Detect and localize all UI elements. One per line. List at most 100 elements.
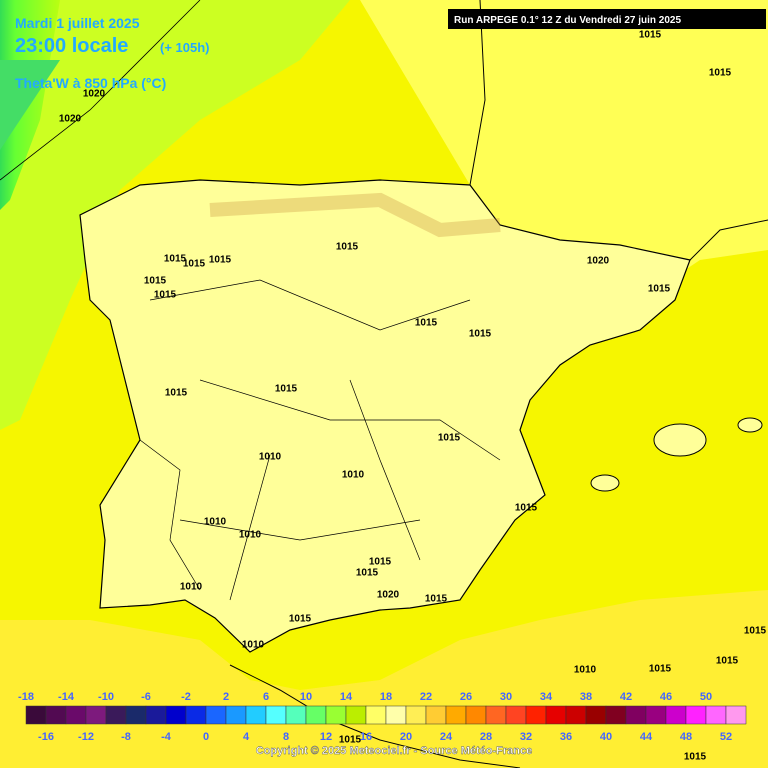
isobar-label: 1015 xyxy=(183,259,206,270)
copyright: Copyright © 2025 Meteociel.fr - Source M… xyxy=(256,745,532,757)
legend-tick: 44 xyxy=(640,731,653,743)
legend-swatch xyxy=(725,705,747,725)
legend-swatch xyxy=(285,705,307,725)
isobar-label: 1015 xyxy=(164,254,187,265)
legend-swatch xyxy=(625,705,647,725)
isobar-label: 1015 xyxy=(154,290,177,301)
legend-tick: 40 xyxy=(600,731,612,743)
legend-swatch xyxy=(45,705,67,725)
legend-swatch xyxy=(105,705,127,725)
legend-tick: 24 xyxy=(440,731,453,743)
legend-tick: 46 xyxy=(660,691,672,703)
legend-swatch xyxy=(125,705,147,725)
coolest-field xyxy=(0,60,60,150)
lead: (+ 105h) xyxy=(160,40,210,55)
legend-tick: 14 xyxy=(340,691,353,703)
legend-swatch xyxy=(665,705,687,725)
mallorca xyxy=(653,423,707,457)
isobar-label: 1015 xyxy=(438,433,461,444)
legend-tick: 10 xyxy=(300,691,312,703)
legend-tick: 32 xyxy=(520,731,532,743)
legend-swatch xyxy=(145,705,167,725)
med-coast xyxy=(689,219,768,261)
legend-swatch xyxy=(405,705,427,725)
ibiza xyxy=(590,474,620,492)
isobar-label: 1015 xyxy=(716,656,739,667)
legend-tick: 8 xyxy=(283,731,289,743)
legend-swatch xyxy=(505,705,527,725)
legend-tick: -10 xyxy=(98,691,114,703)
legend-swatch xyxy=(205,705,227,725)
legend-tick: 38 xyxy=(580,691,592,703)
legend-tick: 52 xyxy=(720,731,732,743)
isobar-label: 1010 xyxy=(239,530,262,541)
isobar-label: 1020 xyxy=(377,590,400,601)
legend-swatch xyxy=(385,705,407,725)
legend-tick: 30 xyxy=(500,691,512,703)
menorca xyxy=(737,417,763,433)
legend-swatch xyxy=(565,705,587,725)
isobar-label: 1015 xyxy=(744,626,767,637)
legend-swatch xyxy=(605,705,627,725)
legend-tick: -4 xyxy=(161,731,172,743)
isobar-label: 1010 xyxy=(242,640,265,651)
isobar-label: 1015 xyxy=(648,284,671,295)
legend-tick: -14 xyxy=(58,691,75,703)
legend-tick: 36 xyxy=(560,731,572,743)
legend-tick: 20 xyxy=(400,731,412,743)
isobar-label: 1015 xyxy=(356,568,379,579)
isobar-label: 1010 xyxy=(180,582,203,593)
isobar-label: 1015 xyxy=(649,664,672,675)
legend-swatch xyxy=(325,705,347,725)
legend-tick: 6 xyxy=(263,691,269,703)
warm-patch xyxy=(209,192,501,238)
legend-swatch xyxy=(65,705,87,725)
legend-swatch xyxy=(265,705,287,725)
isobar-label: 1020 xyxy=(587,256,610,267)
isobar-label: 1015 xyxy=(639,30,662,41)
legend-tick: 26 xyxy=(460,691,472,703)
legend-tick: -12 xyxy=(78,731,94,743)
isobar-label: 1010 xyxy=(574,665,597,676)
run: Run ARPEGE 0.1° 12 Z du Vendredi 27 juin… xyxy=(454,15,681,26)
legend-swatch xyxy=(245,705,267,725)
legend-tick: 4 xyxy=(243,731,250,743)
legend-tick: 2 xyxy=(223,691,229,703)
france-coast xyxy=(469,0,486,186)
isobar-label: 1015 xyxy=(709,68,732,79)
legend-swatch xyxy=(525,705,547,725)
legend-tick: -2 xyxy=(181,691,191,703)
legend-swatch xyxy=(485,705,507,725)
time: 23:00 locale xyxy=(15,35,128,57)
legend-tick: 12 xyxy=(320,731,332,743)
legend-swatch xyxy=(545,705,567,725)
legend-tick: -16 xyxy=(38,731,54,743)
legend-tick: -6 xyxy=(141,691,151,703)
isobar-label: 1015 xyxy=(369,557,392,568)
isobar-label: 1020 xyxy=(83,89,106,100)
legend-tick: 18 xyxy=(380,691,392,703)
region-borders xyxy=(149,279,501,541)
legend-swatch xyxy=(225,705,247,725)
isobar-label: 1010 xyxy=(342,470,365,481)
date: Mardi 1 juillet 2025 xyxy=(15,15,140,31)
legend-swatch xyxy=(165,705,187,725)
legend-tick: -18 xyxy=(18,691,34,703)
legend-swatch xyxy=(685,705,707,725)
legend-tick: 48 xyxy=(680,731,692,743)
legend-tick: 42 xyxy=(620,691,632,703)
africa-coast xyxy=(229,664,521,769)
run-box xyxy=(448,9,766,29)
legend-swatch xyxy=(705,705,727,725)
legend-swatch xyxy=(345,705,367,725)
isobar-label: 1015 xyxy=(336,242,359,253)
legend-tick: 16 xyxy=(360,731,372,743)
legend-swatch xyxy=(585,705,607,725)
isobar-label: 1015 xyxy=(515,503,538,514)
legend-swatch xyxy=(645,705,667,725)
isobar-label: 1015 xyxy=(289,614,312,625)
legend-tick: 34 xyxy=(540,691,553,703)
isobar-label: 1020 xyxy=(59,114,82,125)
cool-field xyxy=(0,0,350,430)
